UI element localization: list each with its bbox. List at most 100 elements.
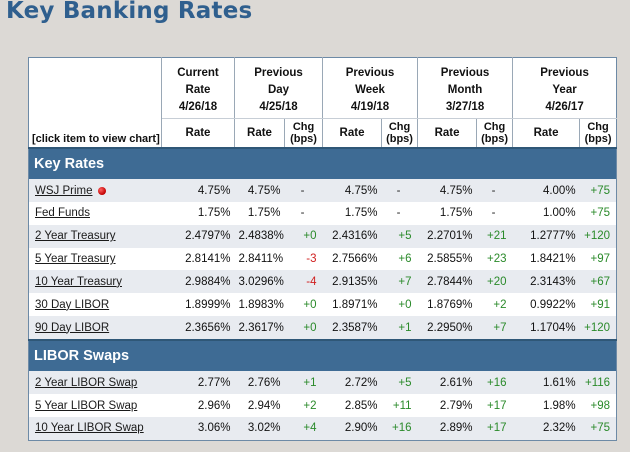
prev-year-chg: +67 [579,270,617,294]
table-row: 10 Year Treasury 2.9884% 3.0296% -4 2.9135% +… [28,270,617,294]
col-rate: Rate [322,118,383,148]
col-chg: Chg (bps) [579,118,617,148]
prev-year-rate: 4.00% [512,179,580,203]
col-rate: Rate [234,118,285,148]
click-hint: [click item to view chart] [28,118,162,148]
header-line: Previous [440,66,490,79]
prev-week-chg: +16 [381,416,418,441]
prev-week-rate: 2.9135% [322,270,382,294]
prev-day-rate: 1.75% [234,202,285,225]
prev-day-chg: +1 [284,371,323,395]
prev-day-chg: -4 [284,270,323,294]
prev-month-rate: 2.79% [417,394,477,417]
header-line: Week [355,83,385,96]
header-row-periods: Current Rate 4/26/18 Previous Day 4/25/18 Pr… [28,57,617,119]
rate-name-cell: WSJ Prime [28,179,162,203]
prev-day-chg: -3 [284,247,323,271]
prev-day-rate: 2.8411% [234,247,285,271]
prev-day-rate: 1.8983% [234,293,285,317]
prev-month-chg: +20 [476,270,513,294]
prev-month-chg: - [476,179,513,203]
prev-week-rate: 2.7566% [322,247,382,271]
prev-month-chg: +17 [476,394,513,417]
prev-year-chg: +120 [579,316,617,340]
current-rate: 2.4797% [161,224,235,248]
prev-year-rate: 0.9922% [512,293,580,317]
header-line: Rate [185,83,211,96]
rate-name-cell: 2 Year LIBOR Swap [28,371,162,395]
prev-week-rate: 2.90% [322,416,382,441]
table-row: 5 Year Treasury 2.8141% 2.8411% -3 2.7566% +6… [28,247,617,271]
col-chg: Chg (bps) [381,118,419,148]
col-chg: Chg (bps) [476,118,514,148]
rate-link-90-day-libor[interactable]: 90 Day LIBOR [35,321,110,334]
prev-month-rate: 1.75% [417,202,477,225]
prev-year-rate: 1.1704% [512,316,580,340]
rate-link-2-year-libor-swap[interactable]: 2 Year LIBOR Swap [35,376,138,389]
rate-name-cell: 2 Year Treasury [28,224,162,248]
prev-week-chg: +6 [381,247,418,271]
prev-week-chg: +1 [381,316,418,340]
prev-year-rate: 1.8421% [512,247,580,271]
rate-link-fed-funds[interactable]: Fed Funds [35,207,90,220]
prev-week-chg: +5 [381,371,418,395]
prev-week-chg: - [381,202,418,225]
header-line: 4/26/18 [178,100,218,113]
header-line: Day [267,83,290,96]
current-rate: 2.9884% [161,270,235,294]
table-row: Fed Funds 1.75% 1.75% -1.75% -1.75% -1.00% +75 [28,202,617,225]
prev-month-chg: - [476,202,513,225]
prev-week-rate: 1.75% [322,202,382,225]
prev-month-chg: +16 [476,371,513,395]
prev-year-chg: +98 [579,394,617,417]
table-row: 2 Year LIBOR Swap 2.77% 2.76% +1 2.72% +5 2.61… [28,371,617,395]
prev-week-chg: +5 [381,224,418,248]
current-rate: 2.8141% [161,247,235,271]
prev-day-chg: +2 [284,394,323,417]
prev-day-rate: 4.75% [234,179,285,203]
prev-day-chg: - [284,202,323,225]
prev-day-chg: - [284,179,323,203]
header-line: 4/19/18 [350,100,390,113]
prev-month-rate: 2.5855% [417,247,477,271]
table-row: 30 Day LIBOR 1.8999% 1.8983% +0 1.8971% +0 1.8… [28,293,617,317]
table-row: WSJ Prime 4.75% 4.75% -4.75% -4.75% -4.00% +75 [28,179,617,203]
prev-day-chg: +0 [284,293,323,317]
prev-year-rate: 2.32% [512,416,580,441]
col-chg: Chg (bps) [283,118,324,148]
prev-year-chg: +75 [579,416,617,441]
col-rate: Rate [512,118,581,148]
prev-month-rate: 1.8769% [417,293,477,317]
prev-month-chg: +21 [476,224,513,248]
prev-day-chg: +4 [284,416,323,441]
prev-month-rate: 2.2950% [417,316,477,340]
header-line: 3/27/18 [445,100,485,113]
header-line: Month [447,83,483,96]
prev-year-chg: +75 [579,179,617,203]
rate-link-30-day-libor[interactable]: 30 Day LIBOR [35,298,110,311]
current-rate: 3.06% [161,416,235,441]
prev-week-chg: - [381,179,418,203]
prev-week-rate: 1.8971% [322,293,382,317]
red-dot-icon [97,186,106,195]
header-line: Previous [345,66,395,79]
prev-year-chg: +120 [579,224,617,248]
prev-day-rate: 2.4838% [234,224,285,248]
rate-name-cell: 5 Year LIBOR Swap [28,394,162,417]
rate-link-5-year-libor-swap[interactable]: 5 Year LIBOR Swap [35,399,138,412]
header-line: Previous [540,66,589,79]
prev-year-rate: 2.3143% [512,270,580,294]
prev-month-chg: +7 [476,316,513,340]
prev-month-rate: 4.75% [417,179,477,203]
prev-month-chg: +23 [476,247,513,271]
rate-link-2-year-treasury[interactable]: 2 Year Treasury [35,230,116,243]
rate-link-wsj-prime[interactable]: WSJ Prime [35,184,93,197]
current-rate: 1.75% [161,202,235,225]
section-title: Key Rates [28,146,617,180]
rate-link-10-year-treasury[interactable]: 10 Year Treasury [35,275,122,288]
rate-link-10-year-libor-swap[interactable]: 10 Year LIBOR Swap [35,422,144,435]
rate-link-5-year-treasury[interactable]: 5 Year Treasury [35,253,116,266]
header-line: Year [552,83,577,96]
rate-name-cell: 5 Year Treasury [28,247,162,271]
table-row: 10 Year LIBOR Swap 3.06% 3.02% +4 2.90% +16 2.… [28,416,617,441]
